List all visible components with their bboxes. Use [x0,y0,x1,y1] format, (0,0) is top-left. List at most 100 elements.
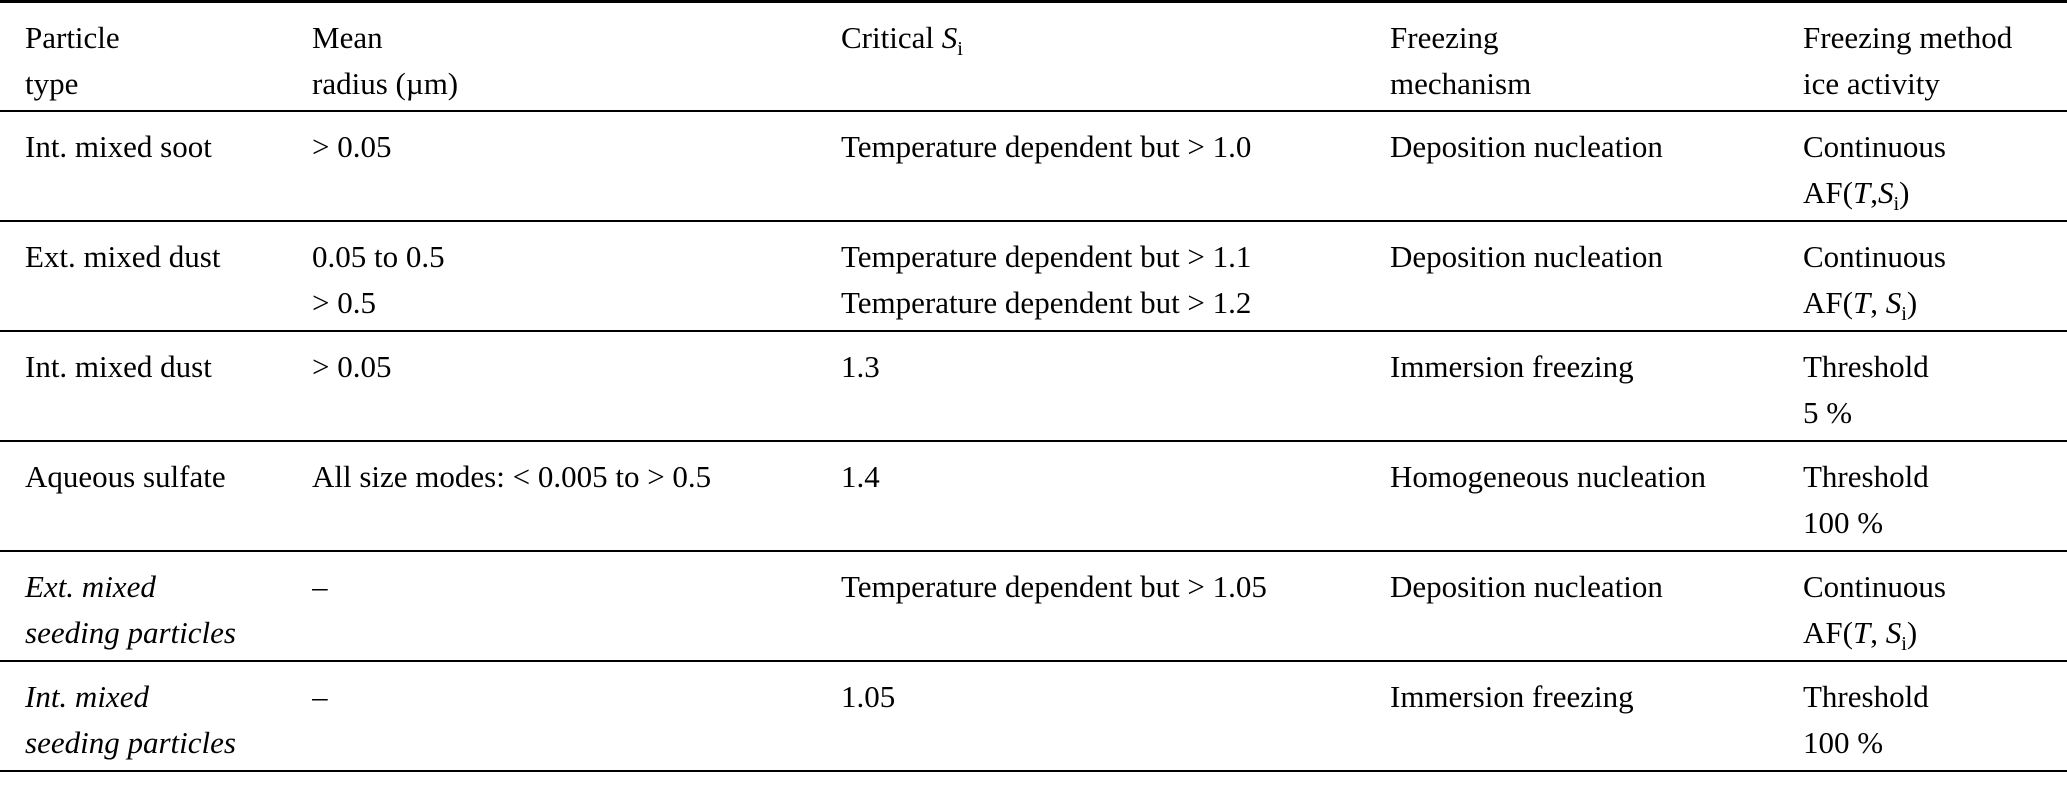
italic-text: T [1852,614,1871,650]
text-segment: Homogeneous nucleation [1390,458,1706,494]
cell-line: 5 % [1803,390,2049,436]
header-cell-critical-si: Critical Si [841,2,1390,111]
table-cell: Int. mixed seeding particles [0,661,312,771]
table-cell: Continuous AF(T, Si) [1803,221,2067,331]
table-cell: Temperature dependent but > 1.1 Temperatu… [841,221,1390,331]
text-segment: Threshold [1803,348,1929,384]
table-cell: Threshold 5 % [1803,331,2067,441]
table-cell: Deposition nucleation [1390,111,1803,221]
subscript-text: i [1893,192,1900,215]
text-segment: Temperature dependent but > 1.05 [841,568,1267,604]
text-segment: mechanism [1390,66,1532,101]
table-cell: 1.3 [841,331,1390,441]
table-body: Int. mixed soot > 0.05 Temperature depende… [0,111,2067,771]
italic-text: S [1877,174,1894,210]
header-cell-freezing-mechanism: Freezing mechanism [1390,2,1803,111]
text-segment: Deposition nucleation [1390,238,1663,274]
italic-text: S [941,20,958,55]
italic-text: T [1852,174,1871,210]
text-segment: – [312,568,328,604]
cell-line: Temperature dependent but > 1.2 [841,280,1372,326]
table-cell: Int. mixed soot [0,111,312,221]
cell-line: Ext. mixed [25,564,294,610]
cell-line: Freezing [1390,15,1785,61]
table-cell: Ext. mixed seeding particles [0,551,312,661]
text-segment: 1.3 [841,348,880,384]
table-cell: 0.05 to 0.5 > 0.5 [312,221,841,331]
text-segment: Temperature dependent but > 1.0 [841,128,1252,164]
text-segment: ice activity [1803,66,1940,101]
table-cell: Threshold 100 % [1803,661,2067,771]
text-segment: 1.05 [841,678,896,714]
table-cell: Immersion freezing [1390,331,1803,441]
text-segment: 1.4 [841,458,880,494]
table-cell: Temperature dependent but > 1.0 [841,111,1390,221]
text-segment: > 0.05 [312,348,392,384]
table-row-aqueous-sulfate: Aqueous sulfate All size modes: < 0.005 t… [0,441,2067,551]
cell-line: > 0.05 [312,344,823,390]
header-cell-mean-radius: Mean radius (µm) [312,2,841,111]
table-cell: Deposition nucleation [1390,551,1803,661]
cell-line: type [25,61,294,107]
italic-text: Ext. mixed [25,568,156,604]
header-cell-particle-type: Particle type [0,2,312,111]
text-segment: > 0.5 [312,284,376,320]
text-segment: Deposition nucleation [1390,128,1663,164]
cell-line: All size modes: < 0.005 to > 0.5 [312,454,823,500]
cell-line: Int. mixed soot [25,124,294,170]
table-cell: Ext. mixed dust [0,221,312,331]
text-segment: Temperature dependent but > 1.1 [841,238,1252,274]
cell-line: 100 % [1803,500,2049,546]
text-segment: Immersion freezing [1390,678,1634,714]
cell-line: Immersion freezing [1390,674,1785,720]
italic-text: S [1885,284,1902,320]
table-cell: Immersion freezing [1390,661,1803,771]
text-segment: 0.05 to 0.5 [312,238,445,274]
cell-line: – [312,564,823,610]
table-header: Particle type Mean radius (µm) Critical Si Fr… [0,2,2067,111]
cell-line: ice activity [1803,61,2049,107]
text-segment: ) [1906,284,1918,320]
table-cell: Continuous AF(T,Si) [1803,111,2067,221]
text-segment: Ext. mixed dust [25,238,221,274]
cell-line: 1.4 [841,454,1372,500]
table-cell: 1.4 [841,441,1390,551]
text-segment: Threshold [1803,678,1929,714]
cell-line: Mean [312,15,823,61]
table-cell: – [312,661,841,771]
text-segment: 5 % [1803,394,1853,430]
table-row-ext-mixed-dust: Ext. mixed dust 0.05 to 0.5 > 0.5 Temperatu… [0,221,2067,331]
table-header-row: Particle type Mean radius (µm) Critical Si Fr… [0,2,2067,111]
table-cell: Temperature dependent but > 1.05 [841,551,1390,661]
text-segment: Freezing method [1803,20,2013,55]
table-cell: Int. mixed dust [0,331,312,441]
cell-line: 0.05 to 0.5 [312,234,823,280]
text-segment: , [1870,284,1886,320]
cell-line: Deposition nucleation [1390,124,1785,170]
italic-text: seeding particles [25,724,236,760]
cell-line: Continuous [1803,564,2049,610]
table-cell: > 0.05 [312,331,841,441]
text-segment: ) [1906,614,1918,650]
text-segment: All size modes: < 0.005 to > 0.5 [312,458,712,494]
text-segment: , [1870,174,1878,210]
text-segment: radius (µm) [312,66,459,101]
subscript-text: i [1901,632,1907,655]
cell-line: mechanism [1390,61,1785,107]
cell-line: seeding particles [25,720,294,766]
cell-line: Int. mixed dust [25,344,294,390]
text-segment: AF( [1803,614,1853,650]
cell-line: Continuous [1803,234,2049,280]
cell-line: seeding particles [25,610,294,656]
table-cell: Aqueous sulfate [0,441,312,551]
text-segment: AF( [1803,174,1853,210]
cell-line: Temperature dependent but > 1.0 [841,124,1372,170]
cell-line: Particle [25,15,294,61]
cell-line: Temperature dependent but > 1.05 [841,564,1372,610]
text-segment: Mean [312,20,383,55]
cell-line: AF(T, Si) [1803,610,2049,656]
table-cell: – [312,551,841,661]
table-row-int-mixed-dust: Int. mixed dust > 0.05 1.3 Immersion freezi… [0,331,2067,441]
